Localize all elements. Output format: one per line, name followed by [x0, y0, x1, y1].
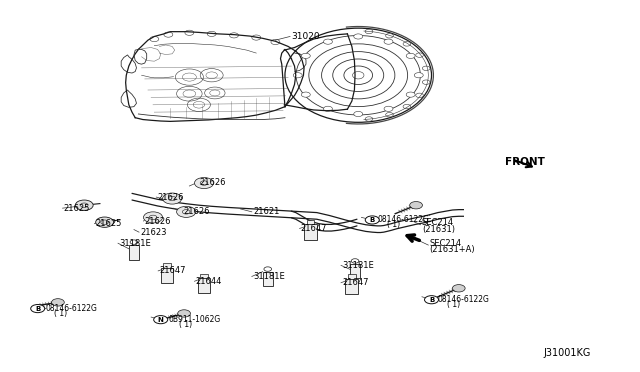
Circle shape [386, 33, 394, 38]
Circle shape [178, 310, 191, 317]
Circle shape [143, 212, 163, 223]
Circle shape [96, 217, 113, 227]
Circle shape [323, 39, 332, 44]
Bar [262, 272, 273, 286]
Circle shape [406, 92, 415, 97]
Text: 21644: 21644 [196, 277, 222, 286]
Text: 21626: 21626 [183, 207, 209, 217]
Circle shape [354, 34, 363, 39]
Circle shape [403, 42, 411, 46]
Text: 08146-6122G: 08146-6122G [46, 304, 98, 313]
Circle shape [354, 112, 363, 116]
Text: 08146-6122G: 08146-6122G [438, 295, 490, 304]
Text: 31181E: 31181E [253, 272, 285, 281]
Text: 21647: 21647 [159, 266, 186, 275]
Text: ( 1): ( 1) [447, 300, 461, 309]
Circle shape [422, 66, 430, 71]
Text: B: B [370, 217, 375, 223]
Bar [346, 279, 358, 294]
Circle shape [365, 216, 380, 224]
Circle shape [301, 53, 310, 58]
Circle shape [384, 39, 393, 44]
Bar [348, 274, 356, 279]
Text: 31181E: 31181E [342, 261, 374, 270]
Text: 21625: 21625 [64, 203, 90, 213]
Circle shape [130, 240, 138, 244]
Bar [163, 263, 171, 267]
Text: SEC214: SEC214 [422, 218, 454, 227]
Circle shape [424, 296, 438, 304]
Circle shape [416, 93, 424, 97]
Circle shape [31, 305, 45, 312]
Text: 31181E: 31181E [119, 239, 151, 248]
Circle shape [403, 105, 411, 109]
Text: N: N [157, 317, 164, 323]
Circle shape [293, 73, 302, 78]
Text: (21631+A): (21631+A) [429, 245, 476, 254]
Circle shape [163, 193, 182, 204]
Circle shape [422, 80, 430, 84]
Text: SEC214: SEC214 [429, 239, 461, 248]
Bar [200, 273, 208, 278]
Circle shape [177, 206, 196, 217]
Bar [198, 278, 211, 294]
Circle shape [386, 112, 394, 117]
Circle shape [452, 285, 465, 292]
Text: 21621: 21621 [253, 207, 280, 217]
Bar [129, 245, 139, 260]
Circle shape [195, 177, 214, 189]
Circle shape [365, 117, 373, 121]
Text: ( 1): ( 1) [54, 309, 67, 318]
Circle shape [406, 53, 415, 58]
Text: 21623: 21623 [140, 228, 167, 237]
Circle shape [416, 53, 424, 57]
Text: 21626: 21626 [157, 193, 184, 202]
Text: 21647: 21647 [342, 278, 369, 287]
Bar [304, 224, 317, 240]
Text: 0B911-1062G: 0B911-1062G [168, 315, 221, 324]
Text: 21625: 21625 [96, 219, 122, 228]
Text: ( 1): ( 1) [179, 320, 191, 329]
Circle shape [351, 259, 359, 263]
Circle shape [323, 106, 332, 111]
Text: B: B [35, 305, 40, 312]
Ellipse shape [353, 71, 364, 79]
Circle shape [384, 106, 393, 111]
Text: ( 1): ( 1) [387, 220, 400, 229]
Circle shape [154, 315, 168, 324]
Circle shape [76, 200, 93, 211]
Circle shape [365, 29, 373, 34]
Text: J31001KG: J31001KG [543, 348, 591, 358]
Text: 21647: 21647 [301, 224, 328, 233]
Bar [350, 264, 360, 278]
Circle shape [301, 92, 310, 97]
Text: 21626: 21626 [145, 217, 172, 225]
Text: FRONT: FRONT [505, 157, 545, 167]
Circle shape [264, 267, 271, 271]
Text: 21626: 21626 [199, 178, 225, 187]
Text: (21631): (21631) [422, 225, 455, 234]
Bar [161, 267, 173, 283]
Circle shape [414, 73, 423, 78]
Bar [307, 220, 314, 224]
Circle shape [52, 299, 64, 306]
Text: 08146-6122G: 08146-6122G [378, 215, 429, 224]
Circle shape [410, 202, 422, 209]
Text: 31020: 31020 [291, 32, 320, 41]
Text: B: B [429, 297, 434, 303]
